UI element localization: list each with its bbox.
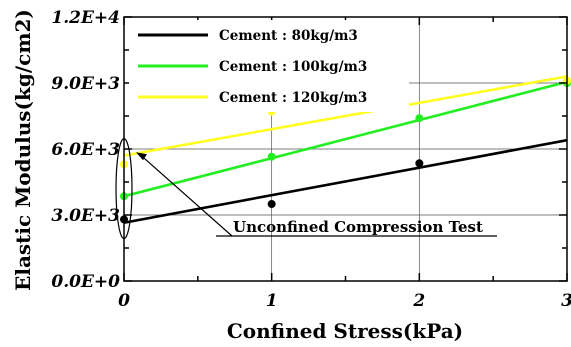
y-tick-label: 9.0E+3 (51, 74, 120, 94)
y-tick-label: 3.0E+3 (51, 206, 120, 226)
annotation-label: Unconfined Compression Test (233, 218, 483, 236)
fit-line-series-1 (123, 138, 568, 224)
legend-label: Cement : 120kg/m3 (219, 90, 367, 106)
data-point-series-1 (415, 159, 424, 168)
y-axis-title: Elastic Modulus(kg/cm2) (11, 9, 35, 291)
y-tick-label: 0.0E+0 (51, 272, 120, 292)
legend-label: Cement : 100kg/m3 (219, 59, 367, 75)
fit-line-series-2 (123, 80, 568, 198)
annotation-ellipse (115, 138, 133, 240)
legend: Cement : 80kg/m3 Cement : 100kg/m3 Cement … (129, 20, 409, 112)
fit-line-series-3 (123, 75, 568, 157)
x-tick-label: 0 (118, 291, 130, 311)
x-axis-title: Confined Stress(kPa) (227, 319, 463, 343)
annotation-arrow-head (136, 152, 147, 161)
x-tick-label: 1 (266, 291, 278, 311)
annotation-arrow-line (141, 155, 233, 237)
fit-lines (123, 75, 568, 224)
data-point-series-2 (415, 114, 424, 123)
data-point-series-1 (267, 200, 276, 208)
x-tick-label: 2 (412, 291, 425, 311)
legend-label: Cement : 80kg/m3 (219, 28, 358, 44)
axis-ticks (123, 16, 568, 282)
annotation: Unconfined Compression Test (115, 138, 497, 240)
x-tick-labels: 0 1 2 3 (118, 291, 571, 311)
x-tick-label: 3 (561, 291, 571, 311)
y-tick-label: 6.0E+3 (51, 140, 120, 160)
y-tick-labels: 0.0E+0 3.0E+3 6.0E+3 9.0E+3 1.2E+4 (51, 8, 120, 292)
data-point-series-2 (267, 152, 276, 161)
y-tick-label: 1.2E+4 (51, 8, 120, 28)
